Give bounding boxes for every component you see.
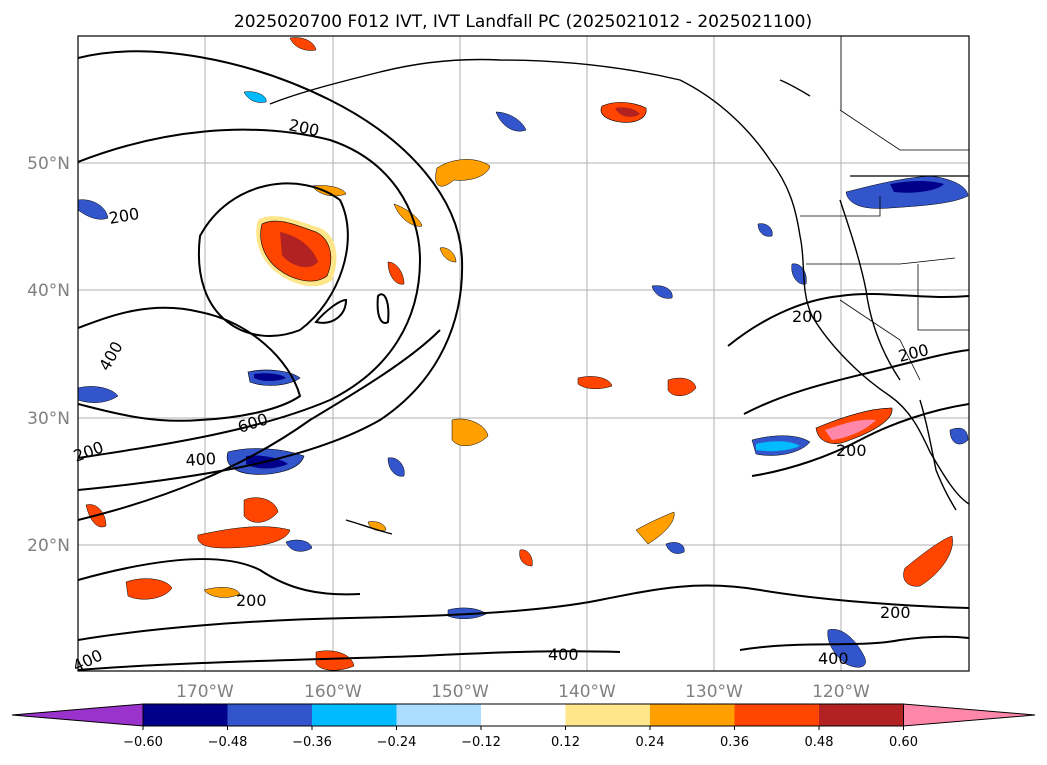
map-title: 2025020700 F012 IVT, IVT Landfall PC (20…	[234, 12, 812, 32]
map-panel: 200 200 400 600 400 200 200 400 200 200 …	[70, 35, 970, 676]
lon-label: 140°W	[558, 682, 616, 702]
lon-label: 130°W	[685, 682, 743, 702]
contour-label: 400	[818, 649, 849, 668]
colorbar-bin	[819, 704, 904, 726]
lat-label: 50°N	[27, 154, 70, 174]
colorbar-ticks: −0.60 −0.48 −0.36 −0.24 −0.12 0.12 0.24 0.36 0.4…	[123, 726, 918, 750]
latitude-labels: 50°N 40°N 30°N 20°N	[27, 154, 70, 556]
lat-label: 40°N	[27, 281, 70, 301]
colorbar-tick-label: −0.12	[461, 735, 501, 750]
positive-pc-patches	[85, 37, 953, 671]
colorbar-bin	[143, 704, 228, 726]
colorbar-tick-label: −0.48	[208, 735, 248, 750]
contour-label: 200	[236, 591, 267, 610]
colorbar-tick-label: 0.48	[805, 735, 834, 750]
colorbar-bin	[734, 704, 819, 726]
colorbar-bin	[396, 704, 481, 726]
map-background	[78, 36, 969, 671]
colorbar-bin	[312, 704, 397, 726]
colorbar-bin	[565, 704, 650, 726]
colorbar-tick-label: −0.60	[123, 735, 163, 750]
contour-label: 200	[792, 307, 823, 326]
ivt-contours	[78, 50, 969, 671]
colorbar-tick-label: 0.36	[720, 735, 749, 750]
colorbar-tick-label: 0.12	[551, 735, 580, 750]
state-borders	[800, 36, 969, 381]
colorbar-extend-max	[903, 703, 1036, 727]
colorbar-tick-label: −0.24	[377, 735, 417, 750]
colorbar-tick-label: 0.24	[636, 735, 665, 750]
lon-label: 170°W	[176, 682, 234, 702]
colorbar-extend-min	[11, 703, 144, 727]
contour-label: 200	[836, 441, 867, 460]
lon-label: 120°W	[812, 682, 870, 702]
colorbar-outline	[142, 703, 904, 727]
colorbar-tick-label: 0.60	[889, 735, 918, 750]
contour-label: 400	[185, 449, 217, 470]
lon-label: 160°W	[304, 682, 362, 702]
lat-label: 30°N	[27, 409, 70, 429]
contour-label: 200	[880, 603, 911, 622]
contour-label: 400	[548, 645, 579, 664]
colorbar-tick-label: −0.36	[292, 735, 332, 750]
coastlines	[269, 58, 969, 535]
map-frame	[77, 35, 970, 672]
lon-label: 150°W	[431, 682, 489, 702]
lat-label: 20°N	[27, 536, 70, 556]
colorbar-bin	[650, 704, 735, 726]
colorbar: −0.60 −0.48 −0.36 −0.24 −0.12 0.12 0.24 0.36 0.4…	[11, 703, 1036, 750]
colorbar-segments	[11, 703, 1036, 727]
colorbar-bin	[227, 704, 312, 726]
longitude-labels: 170°W 160°W 150°W 140°W 130°W 120°W	[176, 682, 870, 702]
colorbar-bin	[481, 704, 566, 726]
